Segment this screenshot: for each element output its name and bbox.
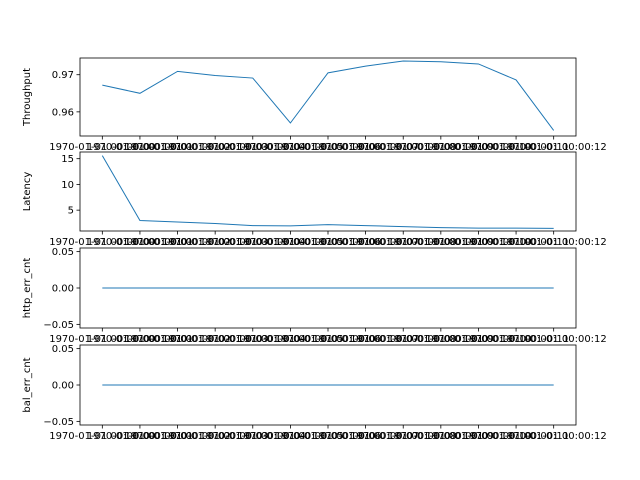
bal-err-cnt-xtick-label: 1970-01-01 00:00:02 (124, 431, 230, 442)
latency-xtick-label: 1970-01-01 00:00:02 (124, 237, 230, 248)
http-err-cnt-xtick-label: 1970-01-01 00:00:09 (388, 334, 494, 345)
latency-xtick-label: 1970-01-01 00:00:07 (313, 237, 419, 248)
throughput-xtick-label: 1970-01-01 00:00:09 (388, 142, 494, 153)
bal-err-cnt-xtick-label: 1970-01-01 00:00:08 (350, 431, 456, 442)
http-err-cnt-xtick-label: 1970-01-01 00:00:10 (425, 334, 531, 345)
latency-xtick-label: 1970-01-01 00:00:04 (200, 237, 306, 248)
http-err-cnt-ylabel: http_err_cnt (22, 258, 33, 319)
throughput-xtick-label: 1970-01-01 00:00:06 (275, 142, 381, 153)
throughput-series-line (102, 60, 555, 131)
bal-err-cnt-ytick-label: 0.00 (52, 381, 74, 392)
bal-err-cnt-xtick-label: 1970-01-01 00:00:10 (425, 431, 531, 442)
throughput-ytick-label: 0.96 (52, 107, 74, 118)
throughput-ylabel: Throughput (22, 68, 33, 127)
throughput-xtick-label: 1970-01-01 00:00:12 (501, 142, 607, 153)
http-err-cnt-ytick-label: 0.00 (52, 284, 74, 295)
latency-xtick-label: 1970-01-01 00:00:10 (425, 237, 531, 248)
bal-err-cnt-xtick-label: 1970-01-01 00:00:06 (275, 431, 381, 442)
http-err-cnt-xtick-label: 1970-01-01 00:00:05 (237, 334, 343, 345)
http-err-cnt-xtick-label: 1970-01-01 00:00:08 (350, 334, 456, 345)
http-err-cnt-xtick-label: 1970-01-01 00:00:03 (162, 334, 268, 345)
latency-xtick-label: 1970-01-01 00:00:05 (237, 237, 343, 248)
http-err-cnt-xtick-label: 1970-01-01 00:00:04 (200, 334, 306, 345)
throughput-xtick-label: 1970-01-01 00:00:08 (350, 142, 456, 153)
throughput-xtick-label: 1970-01-01 00:00:05 (237, 142, 343, 153)
bal-err-cnt-xtick-label: 1970-01-01 00:00:00 (49, 431, 155, 442)
throughput-xtick-label: 1970-01-01 00:00:03 (162, 142, 268, 153)
bal-err-cnt-xtick-label: 1970-01-01 00:00:09 (388, 431, 494, 442)
throughput-xtick-label: 1970-01-01 00:00:01 (87, 142, 193, 153)
http-err-cnt-xtick-label: 1970-01-01 00:00:02 (124, 334, 230, 345)
http-err-cnt-ytick-label: −0.05 (43, 320, 74, 331)
latency-ytick-label: 15 (61, 154, 74, 165)
throughput-ytick-label: 0.97 (52, 70, 74, 81)
latency-xtick-label: 1970-01-01 00:00:11 (463, 237, 569, 248)
latency-series-line (101, 155, 554, 229)
throughput-xtick-label: 1970-01-01 00:00:02 (124, 142, 230, 153)
bal-err-cnt-ytick-label: −0.05 (43, 417, 74, 428)
http-err-cnt-xtick-label: 1970-01-01 00:00:12 (501, 334, 607, 345)
bal-err-cnt-xtick-label: 1970-01-01 00:00:07 (313, 431, 419, 442)
throughput-xtick-label: 1970-01-01 00:00:10 (425, 142, 531, 153)
throughput-xtick-label: 1970-01-01 00:00:11 (463, 142, 569, 153)
latency-xtick-label: 1970-01-01 00:00:09 (388, 237, 494, 248)
latency-xtick-label: 1970-01-01 00:00:06 (275, 237, 381, 248)
http-err-cnt-xtick-label: 1970-01-01 00:00:01 (87, 334, 193, 345)
throughput-xtick-label: 1970-01-01 00:00:04 (200, 142, 306, 153)
bal-err-cnt-xtick-label: 1970-01-01 00:00:11 (463, 431, 569, 442)
latency-axes-frame (79, 151, 577, 232)
bal-err-cnt-xtick-label: 1970-01-01 00:00:12 (501, 431, 607, 442)
throughput-xtick-label: 1970-01-01 00:00:07 (313, 142, 419, 153)
latency-xtick-label: 1970-01-01 00:00:08 (350, 237, 456, 248)
bal-err-cnt-xtick-label: 1970-01-01 00:00:05 (237, 431, 343, 442)
latency-ylabel: Latency (22, 172, 33, 212)
latency-xtick-label: 1970-01-01 00:00:12 (501, 237, 607, 248)
http-err-cnt-xtick-label: 1970-01-01 00:00:06 (275, 334, 381, 345)
latency-xtick-label: 1970-01-01 00:00:00 (49, 237, 155, 248)
bal-err-cnt-ytick-label: 0.05 (52, 344, 74, 355)
latency-xtick-label: 1970-01-01 00:00:03 (162, 237, 268, 248)
bal-err-cnt-ylabel: bal_err_cnt (22, 357, 33, 412)
throughput-xtick-label: 1970-01-01 00:00:00 (49, 142, 155, 153)
latency-ytick-label: 5 (68, 206, 74, 217)
bal-err-cnt-xtick-label: 1970-01-01 00:00:04 (200, 431, 306, 442)
latency-xtick-label: 1970-01-01 00:00:01 (87, 237, 193, 248)
http-err-cnt-xtick-label: 1970-01-01 00:00:11 (463, 334, 569, 345)
http-err-cnt-ytick-label: 0.05 (52, 247, 74, 258)
bal-err-cnt-xtick-label: 1970-01-01 00:00:03 (162, 431, 268, 442)
latency-ytick-label: 10 (61, 180, 74, 191)
http-err-cnt-xtick-label: 1970-01-01 00:00:07 (313, 334, 419, 345)
bal-err-cnt-xtick-label: 1970-01-01 00:00:01 (87, 431, 193, 442)
http-err-cnt-xtick-label: 1970-01-01 00:00:00 (49, 334, 155, 345)
throughput-axes-frame (79, 57, 577, 137)
